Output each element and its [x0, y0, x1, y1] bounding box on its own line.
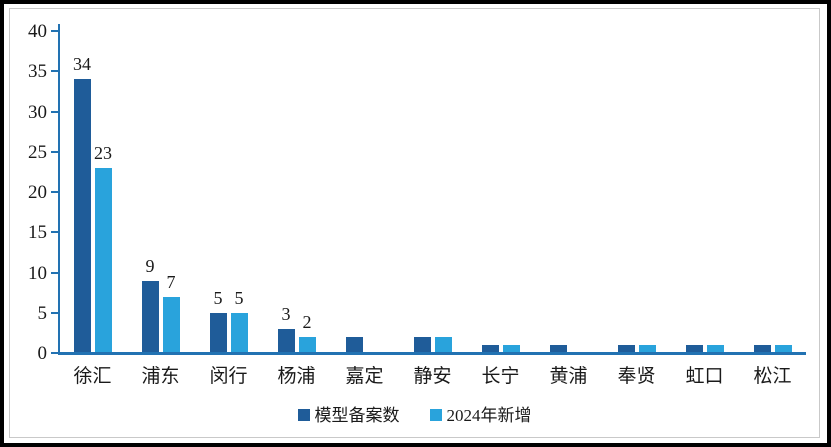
bar-model-count [73, 79, 91, 353]
y-tick-mark [51, 352, 58, 354]
chart-card: 0 5 10 15 20 25 30 35 40 34 23 徐汇 9 7 浦东 5 5 闵行 3 2 杨浦 嘉定 静安 长宁… [9, 8, 820, 438]
x-axis-line [58, 352, 806, 355]
x-category-label: 黄浦 [549, 366, 588, 387]
x-category-label: 长宁 [481, 366, 520, 387]
x-category-label: 奉贤 [617, 366, 656, 387]
bar-model-count [481, 344, 499, 353]
bar-2024-new [502, 344, 520, 353]
bar-value-label: 9 [145, 255, 155, 276]
bar-model-count [141, 280, 159, 353]
legend: 模型备案数 2024年新增 [10, 401, 819, 429]
legend-item-2024-new: 2024年新增 [429, 405, 532, 425]
bar-model-count [617, 344, 635, 353]
bar-value-label: 5 [213, 287, 223, 308]
legend-swatch-light-blue [429, 409, 442, 421]
bar-value-label: 7 [166, 271, 176, 292]
y-tick-mark [51, 231, 58, 234]
bar-model-count [753, 344, 771, 353]
bar-2024-new [230, 312, 248, 353]
bar-value-label: 2 [302, 311, 312, 332]
x-category-label: 嘉定 [345, 366, 384, 387]
bar-value-label: 34 [73, 54, 91, 75]
y-tick-mark [51, 70, 58, 73]
x-category-label: 虹口 [685, 366, 724, 387]
y-tick-label: 0 [37, 343, 48, 364]
x-category-label: 杨浦 [277, 366, 316, 387]
bar-2024-new [638, 344, 656, 353]
bar-value-label: 3 [281, 303, 291, 324]
y-tick-label: 40 [28, 21, 47, 42]
bar-2024-new [434, 336, 452, 353]
y-tick-mark [51, 191, 58, 193]
y-tick-mark [51, 271, 58, 274]
y-tick-label: 20 [28, 182, 47, 203]
y-tick-mark [51, 110, 58, 113]
y-tick-mark [51, 30, 58, 32]
bar-model-count [345, 336, 363, 353]
x-category-label: 闵行 [209, 366, 248, 387]
bar-model-count [209, 312, 227, 353]
bar-value-label: 5 [234, 287, 244, 308]
y-tick-mark [51, 311, 58, 314]
bar-model-count [685, 344, 703, 353]
y-tick-label: 15 [28, 222, 47, 244]
plot-area: 0 5 10 15 20 25 30 35 40 34 23 徐汇 9 7 浦东 5 5 闵行 3 2 杨浦 嘉定 静安 长宁… [10, 9, 819, 437]
bar-model-count [549, 344, 567, 353]
bar-2024-new [774, 344, 792, 353]
y-tick-mark [51, 150, 58, 153]
bar-model-count [277, 328, 295, 353]
legend-label-2024-new: 2024年新增 [446, 405, 532, 425]
y-tick-label: 25 [28, 141, 47, 163]
bar-2024-new [298, 336, 316, 353]
y-tick-label: 10 [28, 262, 47, 284]
y-tick-label: 35 [28, 61, 47, 83]
y-axis-line [58, 24, 60, 353]
x-category-label: 浦东 [141, 366, 180, 387]
bar-2024-new [162, 296, 180, 353]
x-category-label: 静安 [413, 366, 452, 387]
bar-model-count [413, 336, 431, 353]
bar-2024-new [94, 167, 112, 353]
legend-swatch-dark-blue [297, 409, 310, 421]
y-tick-label: 30 [28, 101, 47, 123]
x-category-label: 徐汇 [73, 366, 112, 387]
x-category-label: 松江 [753, 366, 792, 387]
y-tick-label: 5 [37, 302, 48, 324]
bar-2024-new [706, 344, 724, 353]
legend-item-model-count: 模型备案数 [297, 405, 400, 425]
bar-value-label: 23 [94, 142, 112, 163]
legend-label-model-count: 模型备案数 [314, 405, 400, 425]
